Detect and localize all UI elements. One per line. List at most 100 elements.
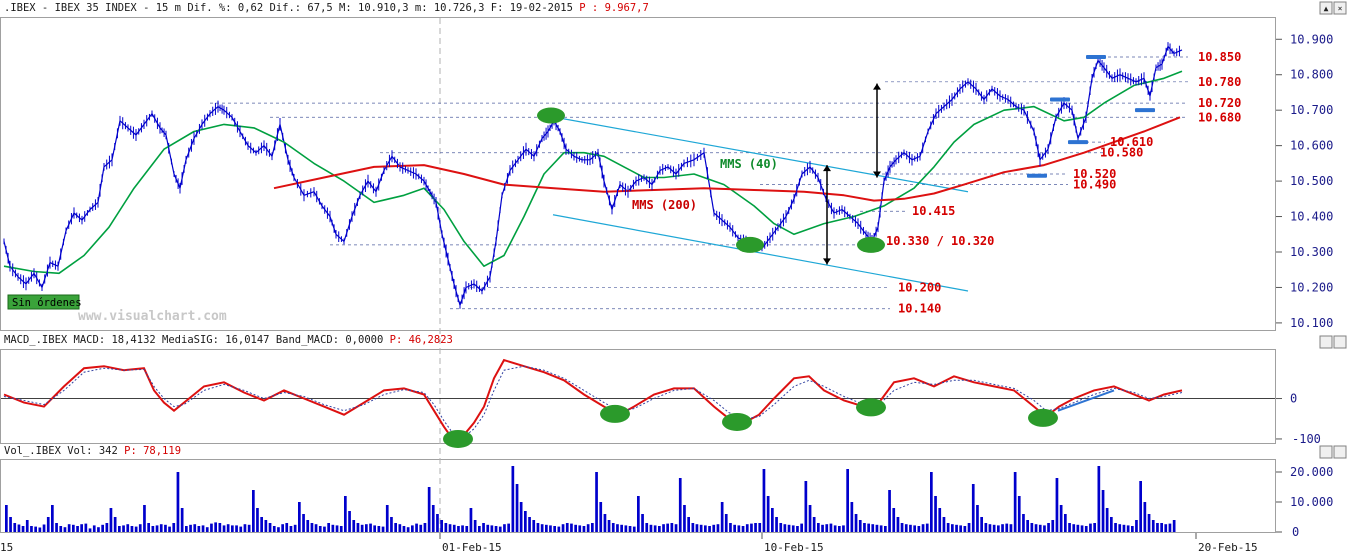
volume-bar [344,496,347,532]
macd-ellipse-4 [856,398,886,417]
volume-bar [871,524,875,532]
volume-bar [557,526,561,532]
volume-bar [645,523,649,532]
macd-panel-header: MACD_.IBEX MACD: 18,4132 MediaSIG: 16,01… [4,334,453,346]
volume-bar [448,524,452,532]
level-label-10330-10320: 10.330 / 10.320 [886,234,994,248]
volume-bar [335,525,339,532]
volume-bar [603,514,607,532]
volume-bar [373,525,376,532]
volume-bar [92,525,96,532]
volume-bar [791,525,795,532]
volume-bar [884,526,887,532]
volume-bar [134,526,138,532]
volume-bar [1013,472,1017,532]
volume-bar [478,526,481,532]
volume-bar [716,524,720,532]
volume-bar [402,526,406,532]
volume-bar [775,517,778,532]
volume-bar [30,526,33,532]
vol-y-tick-label: 0 [1292,525,1299,539]
vol-y-tick-label: 20.000 [1290,465,1333,479]
volume-bar [892,508,896,532]
mms200-label: MMS (200) [632,198,697,212]
price-y-axis: 10.900 10.800 10.700 10.600 10.500 10.400 10.3… [1276,32,1333,330]
volume-bar [858,520,862,532]
volume-bar [394,523,397,532]
swing-ellipse-2 [736,236,764,253]
volume-bar [419,524,423,532]
volume-bar [528,517,531,532]
volume-bar [356,523,360,532]
volume-bar [607,520,611,532]
volume-bar [1051,520,1055,532]
volume-bar [197,526,201,532]
volume-bar [293,524,297,532]
volume-bar [176,472,180,532]
level-label-10200: 10.200 [898,280,941,294]
volume-bar [431,505,435,532]
volume-bar [180,508,184,532]
volume-bar [67,524,71,532]
price-line [3,45,1183,306]
volume-bar [699,524,703,532]
volume-bar [545,524,548,532]
volume-bar [130,526,134,532]
volume-bar [967,523,971,532]
volume-bar [76,526,79,532]
volume-bar [46,517,50,532]
volume-bar [101,524,104,532]
volume-bar [896,517,900,532]
volume-bar [1076,524,1080,532]
volume-bar [1026,520,1029,532]
volume-bar [1047,523,1050,532]
volume-bar [9,517,12,532]
volume-bar [423,523,427,532]
volume-bar [164,524,167,532]
volume-bar [762,469,766,532]
volume-bar [812,517,816,532]
volume-bar [641,514,644,532]
volume-bar [532,520,536,532]
volume-bar [817,523,820,532]
volume-bar [25,520,29,532]
volume-bar [385,505,389,532]
level-marker-2 [1050,97,1070,102]
volume-bar [800,523,803,532]
volume-bar [687,517,690,532]
volume-bar [1135,520,1138,532]
price-axis-scroll-close[interactable] [1333,1,1347,15]
volume-bar [1164,524,1168,532]
volume-bar [369,523,372,532]
macd-axis-scroll-up[interactable] [1319,335,1333,349]
volume-bar [1059,505,1063,532]
volume-bar [909,524,912,532]
volume-bar [750,523,753,532]
level-label-10140: 10.140 [898,302,941,316]
price-axis-scroll-up[interactable] [1319,1,1333,15]
volume-bar [122,525,125,532]
volume-bar [561,524,565,532]
scroll-up-icon: ▲ [1324,4,1329,13]
macd-axis-scroll-close[interactable] [1333,335,1347,349]
volume-bars-group: 20.000 10.000 0 [5,465,1333,539]
volume-bar [55,523,58,532]
volume-bar [519,502,523,532]
volume-bar [63,527,67,532]
volume-bar [951,524,954,532]
volume-bar [842,525,845,532]
volume-bar [938,508,942,532]
vol-axis-scroll-close[interactable] [1333,445,1347,459]
volume-bar [318,526,322,532]
volume-bar [582,526,586,532]
volume-bar [833,525,837,532]
volume-bar [976,505,979,532]
volume-bar [1114,523,1117,532]
volume-bar [549,525,552,532]
x-axis-date-2: 10-Feb-15 [764,541,824,554]
vol-axis-scroll-up[interactable] [1319,445,1333,459]
volume-bar [695,524,699,532]
volume-bar [105,523,109,532]
volume-bar [683,505,686,532]
